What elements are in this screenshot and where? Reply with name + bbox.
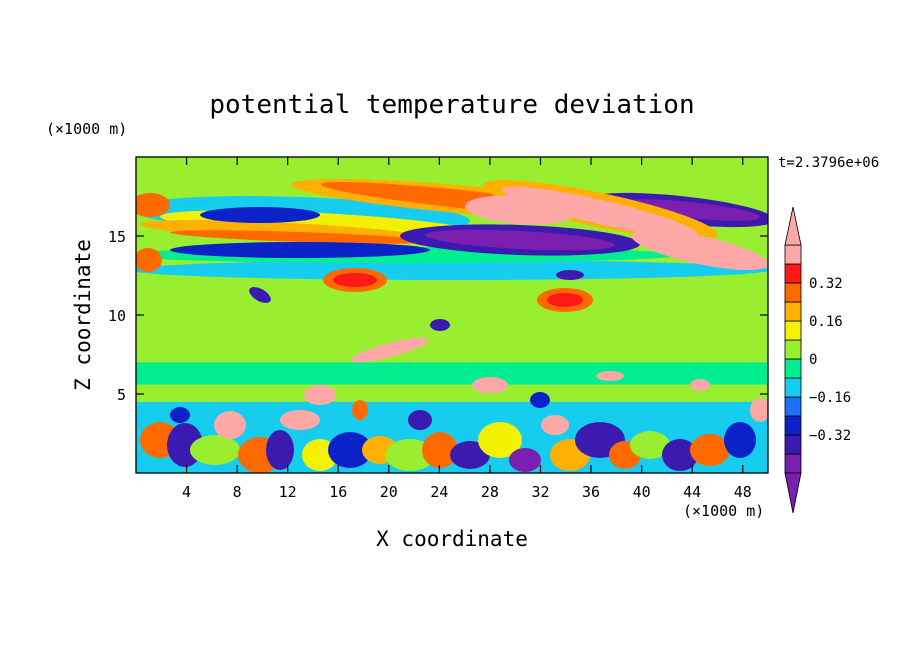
contour-region <box>662 439 698 471</box>
colorbar-bin <box>784 358 802 379</box>
x-tick-label: 16 <box>329 483 347 501</box>
contour-region <box>170 407 190 423</box>
x-tick-label: 24 <box>430 483 448 501</box>
contour-region <box>547 293 583 307</box>
contour-region <box>541 415 569 435</box>
contour-region <box>596 371 624 381</box>
contour-region <box>136 248 162 272</box>
contour-region <box>750 398 768 422</box>
contour-region <box>328 432 372 468</box>
contour-region <box>249 287 271 303</box>
contour-region <box>210 167 330 203</box>
colorbar-bin <box>784 301 802 322</box>
x-tick-label: 20 <box>380 483 398 501</box>
y-tick-label: 15 <box>108 228 126 246</box>
contour-region <box>630 431 670 459</box>
colorbar-bin <box>784 434 802 455</box>
x-tick-label: 44 <box>683 483 701 501</box>
contour-region <box>450 441 490 469</box>
contour-region <box>170 230 430 244</box>
contour-region <box>430 319 450 331</box>
contour-region <box>333 273 377 287</box>
time-label: t=2.3796e+06 <box>778 155 879 171</box>
x-tick-label: 8 <box>233 483 242 501</box>
colorbar-tick-label: −0.16 <box>809 390 851 406</box>
x-tick-label: 28 <box>481 483 499 501</box>
colorbar-bin <box>784 339 802 360</box>
contour-field <box>136 160 768 473</box>
contour-region <box>280 410 320 430</box>
x-axis-title: X coordinate <box>376 527 528 551</box>
y-tick-label: 10 <box>108 307 126 325</box>
contour-region <box>310 287 410 343</box>
x-tick-label: 48 <box>734 483 752 501</box>
colorbar: 0.32 0.16 0 −0.16 −0.32 <box>784 206 851 514</box>
colorbar-bin <box>784 415 802 436</box>
contour-region <box>690 379 710 391</box>
contour-region <box>351 337 429 363</box>
colorbar-bin <box>784 320 802 341</box>
y-axis: 5 10 15 <box>108 228 768 404</box>
x-tick-label: 32 <box>531 483 549 501</box>
contour-region <box>266 430 294 470</box>
y-tick-label: 5 <box>117 386 126 404</box>
x-axis: 4 8 12 16 20 24 28 32 36 40 44 48 <box>182 157 752 501</box>
colorbar-bin <box>784 244 802 265</box>
contour-region <box>425 229 615 251</box>
contour-region <box>304 385 336 405</box>
contour-region <box>472 377 508 393</box>
contour-region <box>590 300 690 360</box>
colorbar-tick-label: −0.32 <box>809 428 851 444</box>
colorbar-bin <box>784 453 802 474</box>
x-tick-label: 36 <box>582 483 600 501</box>
x-tick-label: 12 <box>279 483 297 501</box>
contour-region <box>478 422 522 458</box>
contour-region <box>530 392 550 408</box>
colorbar-bin <box>784 396 802 417</box>
colorbar-bin <box>784 377 802 398</box>
contour-region <box>509 448 541 472</box>
contour-region <box>502 186 698 238</box>
colorbar-over-triangle <box>784 206 802 246</box>
contour-region <box>620 199 760 221</box>
contour-region <box>136 260 768 280</box>
contour-region <box>352 400 368 420</box>
contour-region <box>640 162 760 198</box>
colorbar-tick-label: 0.32 <box>809 276 843 292</box>
contour-region <box>170 242 430 258</box>
colorbar-bin <box>784 282 802 303</box>
contour-region <box>200 207 320 223</box>
y-axis-title: Z coordinate <box>71 239 95 391</box>
contour-region <box>465 195 575 225</box>
contour-region <box>631 230 768 270</box>
colorbar-bin <box>784 263 802 284</box>
y-unit-label: (×1000 m) <box>46 120 127 138</box>
contour-region <box>190 435 240 465</box>
colorbar-tick-label: 0.16 <box>809 314 843 330</box>
contour-region <box>422 432 458 468</box>
x-tick-label: 4 <box>182 483 191 501</box>
contour-region <box>408 410 432 430</box>
contour-region <box>556 270 584 280</box>
x-unit-label: (×1000 m) <box>683 502 764 520</box>
contour-region <box>210 305 290 355</box>
colorbar-tick-label: 0 <box>809 352 817 368</box>
contour-region <box>690 434 730 466</box>
x-tick-label: 40 <box>633 483 651 501</box>
colorbar-under-triangle <box>784 472 802 514</box>
contour-region <box>724 422 756 458</box>
chart-title: potential temperature deviation <box>209 90 694 120</box>
contour-region <box>136 193 170 217</box>
contour-region <box>214 411 246 439</box>
